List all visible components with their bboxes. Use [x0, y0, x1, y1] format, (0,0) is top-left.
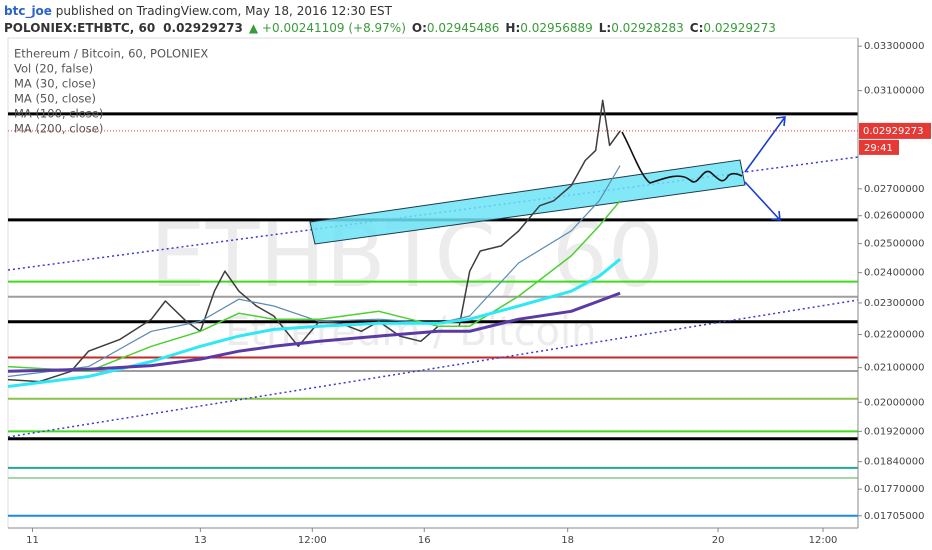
symbol: POLONIEX:ETHBTC, 60 [4, 21, 155, 35]
y-tick-label: 0.03100000 [864, 86, 924, 97]
price-line [8, 165, 621, 378]
quote-line: POLONIEX:ETHBTC, 60 0.02929273 ▲ +0.002411… [4, 21, 776, 35]
y-tick-label: 0.03300000 [864, 41, 924, 52]
low: 0.02928283 [611, 21, 684, 35]
y-tick-label: 0.02400000 [864, 268, 924, 279]
close-label: C: [690, 21, 704, 35]
trendline [8, 299, 858, 438]
close: 0.02929273 [703, 21, 776, 35]
y-tick-label: 0.01920000 [864, 426, 924, 437]
y-tick-label: 0.01770000 [864, 484, 924, 495]
high: 0.02956889 [520, 21, 593, 35]
legend-entry: Ethereum / Bitcoin, 60, POLONIEX [14, 47, 208, 61]
y-tick-label: 0.01840000 [864, 457, 924, 468]
last-price-box [859, 122, 931, 139]
countdown-box [859, 139, 899, 155]
open: 0.02945486 [427, 21, 500, 35]
countdown: 29:41 [864, 143, 893, 154]
projection-curve [621, 131, 743, 184]
low-label: L: [599, 21, 611, 35]
y-tick-label: 0.01705000 [864, 511, 924, 522]
legend-entry: MA (30, close) [14, 77, 96, 91]
x-tick-label: 12:00 [809, 535, 838, 546]
x-tick-label: 13 [194, 535, 207, 546]
channel [309, 159, 746, 245]
price-line [8, 200, 621, 373]
arrow-down [744, 181, 781, 221]
y-tick-label: 0.02000000 [864, 397, 924, 408]
y-tick-label: 0.02300000 [864, 298, 924, 309]
legend-entry: MA (50, close) [14, 92, 96, 106]
price-line [8, 257, 622, 388]
publish-line: btc_joe published on TradingView.com, Ma… [4, 4, 393, 19]
y-tick-label: 0.02100000 [864, 363, 924, 374]
drawings [8, 116, 858, 438]
change: ▲ +0.00241109 (+8.97%) [249, 21, 406, 35]
publish-info: published on TradingView.com, May 18, 20… [52, 4, 393, 18]
x-tick-label: 11 [26, 535, 39, 546]
high-label: H: [505, 21, 520, 35]
legend-entry: MA (200, close) [14, 122, 103, 136]
y-tick-label: 0.02500000 [864, 239, 924, 250]
x-tick-label: 16 [418, 535, 431, 546]
x-tick-label: 18 [561, 535, 574, 546]
price-line [8, 99, 621, 383]
legend-entry: Vol (20, false) [14, 62, 93, 76]
y-tick-label: 0.02700000 [864, 184, 924, 195]
arrow-up [744, 116, 786, 173]
last-price-label: 0.02929273 [863, 126, 923, 137]
author-link[interactable]: btc_joe [4, 4, 52, 19]
last-price: 0.02929273 [163, 21, 243, 35]
y-tick-label: 0.02600000 [864, 211, 924, 222]
levels [8, 112, 858, 517]
legend-entry: MA (100, close) [14, 107, 103, 121]
series-layer [8, 99, 622, 388]
price-line [8, 291, 621, 373]
x-tick-label: 20 [712, 535, 725, 546]
x-tick-label: 12:00 [298, 535, 327, 546]
open-label: O: [412, 21, 427, 35]
y-tick-label: 0.02200000 [864, 330, 924, 341]
